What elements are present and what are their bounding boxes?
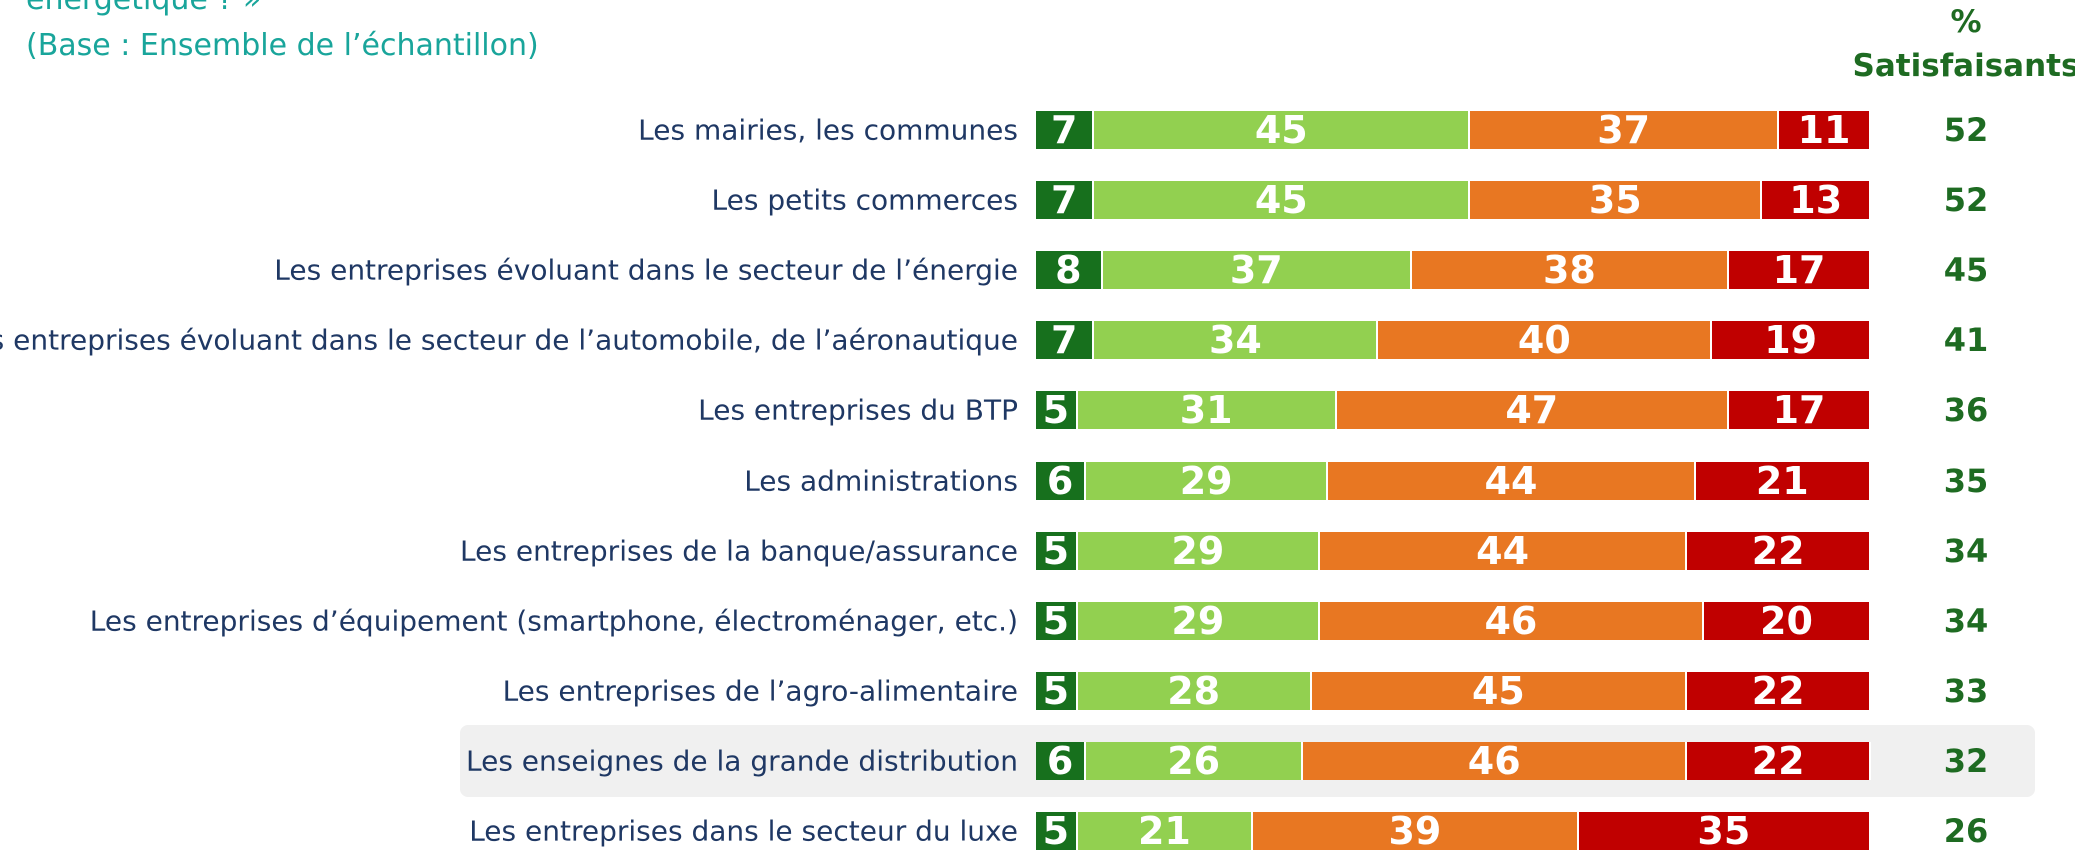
bar-segment: 45 bbox=[1094, 181, 1471, 220]
bar-segment: 7 bbox=[1036, 181, 1095, 220]
bar-segment: 29 bbox=[1086, 461, 1329, 500]
bar-segment: 35 bbox=[1578, 812, 1871, 850]
satisfied-value: 26 bbox=[1943, 812, 1989, 850]
bar-segment: 8 bbox=[1036, 251, 1103, 290]
category-label: Les entreprises dans le secteur du luxe bbox=[469, 814, 1018, 848]
bar-segment: 19 bbox=[1712, 321, 1871, 360]
satisfied-value: 34 bbox=[1943, 601, 1989, 640]
bar-segment: 38 bbox=[1411, 251, 1730, 290]
bar-segment: 44 bbox=[1319, 531, 1688, 570]
bar-segment: 22 bbox=[1687, 531, 1871, 570]
category-label: Les entreprises évoluant dans le secteur… bbox=[0, 323, 1018, 357]
bar-segment: 21 bbox=[1077, 812, 1254, 850]
bar-segment: 46 bbox=[1319, 601, 1704, 640]
category-label: Les enseignes de la grande distribution bbox=[465, 744, 1018, 778]
bar-segment: 45 bbox=[1311, 671, 1688, 710]
bar-segment: 34 bbox=[1094, 321, 1379, 360]
category-label: Les entreprises de la banque/assurance bbox=[460, 534, 1018, 568]
bar-segment: 17 bbox=[1729, 391, 1871, 430]
bar-segment: 29 bbox=[1077, 601, 1320, 640]
category-label: Les entreprises de l’agro-alimentaire bbox=[502, 674, 1018, 708]
bar-segment: 39 bbox=[1253, 812, 1579, 850]
satisfied-value: 41 bbox=[1943, 321, 1989, 360]
chart-title: énergétique ? » bbox=[26, 0, 261, 17]
satisfied-value: 34 bbox=[1943, 531, 1989, 570]
bar-segment: 11 bbox=[1779, 111, 1871, 149]
bar-segment: 5 bbox=[1036, 391, 1078, 430]
bar-segment: 6 bbox=[1036, 461, 1087, 500]
bar-segment: 29 bbox=[1077, 531, 1320, 570]
category-label: Les entreprises d’équipement (smartphone… bbox=[89, 604, 1018, 638]
bar-segment: 31 bbox=[1077, 391, 1337, 430]
bar-segment: 35 bbox=[1470, 181, 1763, 220]
column-title: % Satisfaisants bbox=[1852, 4, 2075, 84]
bar-segment: 6 bbox=[1036, 741, 1087, 780]
bar-segment: 20 bbox=[1704, 601, 1871, 640]
chart-subtitle: (Base : Ensemble de l’échantillon) bbox=[26, 28, 539, 63]
bar-segment: 37 bbox=[1102, 251, 1412, 290]
satisfied-value: 33 bbox=[1943, 671, 1989, 710]
category-label: Les petits commerces bbox=[711, 183, 1018, 217]
bar-segment: 21 bbox=[1695, 461, 1871, 500]
bar-segment: 22 bbox=[1687, 741, 1871, 780]
category-label: Les administrations bbox=[744, 464, 1018, 497]
category-label: Les entreprises évoluant dans le secteur… bbox=[274, 253, 1018, 287]
bar-segment: 7 bbox=[1036, 321, 1095, 360]
satisfied-value: 52 bbox=[1943, 181, 1989, 220]
bar-segment: 17 bbox=[1729, 251, 1871, 290]
bar-segment: 45 bbox=[1094, 111, 1471, 149]
bar-segment: 5 bbox=[1036, 812, 1078, 850]
bar-segment: 40 bbox=[1378, 321, 1713, 360]
category-label: Les entreprises du BTP bbox=[698, 393, 1018, 427]
bar-segment: 26 bbox=[1086, 741, 1304, 780]
bar-segment: 46 bbox=[1303, 741, 1688, 780]
bar-segment: 5 bbox=[1036, 601, 1078, 640]
satisfied-value: 45 bbox=[1943, 251, 1989, 290]
satisfied-value: 52 bbox=[1943, 111, 1989, 149]
satisfied-value: 36 bbox=[1943, 391, 1989, 430]
satisfied-value: 32 bbox=[1943, 741, 1989, 780]
bar-segment: 5 bbox=[1036, 531, 1078, 570]
bar-segment: 22 bbox=[1687, 671, 1871, 710]
bar-segment: 13 bbox=[1762, 181, 1871, 220]
bar-segment: 5 bbox=[1036, 671, 1078, 710]
satisfied-value: 35 bbox=[1943, 461, 1989, 500]
bar-segment: 7 bbox=[1036, 111, 1095, 149]
category-label: Les mairies, les communes bbox=[638, 113, 1018, 147]
bar-segment: 44 bbox=[1328, 461, 1696, 500]
bar-segment: 28 bbox=[1077, 671, 1312, 710]
bar-segment: 47 bbox=[1336, 391, 1730, 430]
bar-segment: 37 bbox=[1470, 111, 1780, 149]
